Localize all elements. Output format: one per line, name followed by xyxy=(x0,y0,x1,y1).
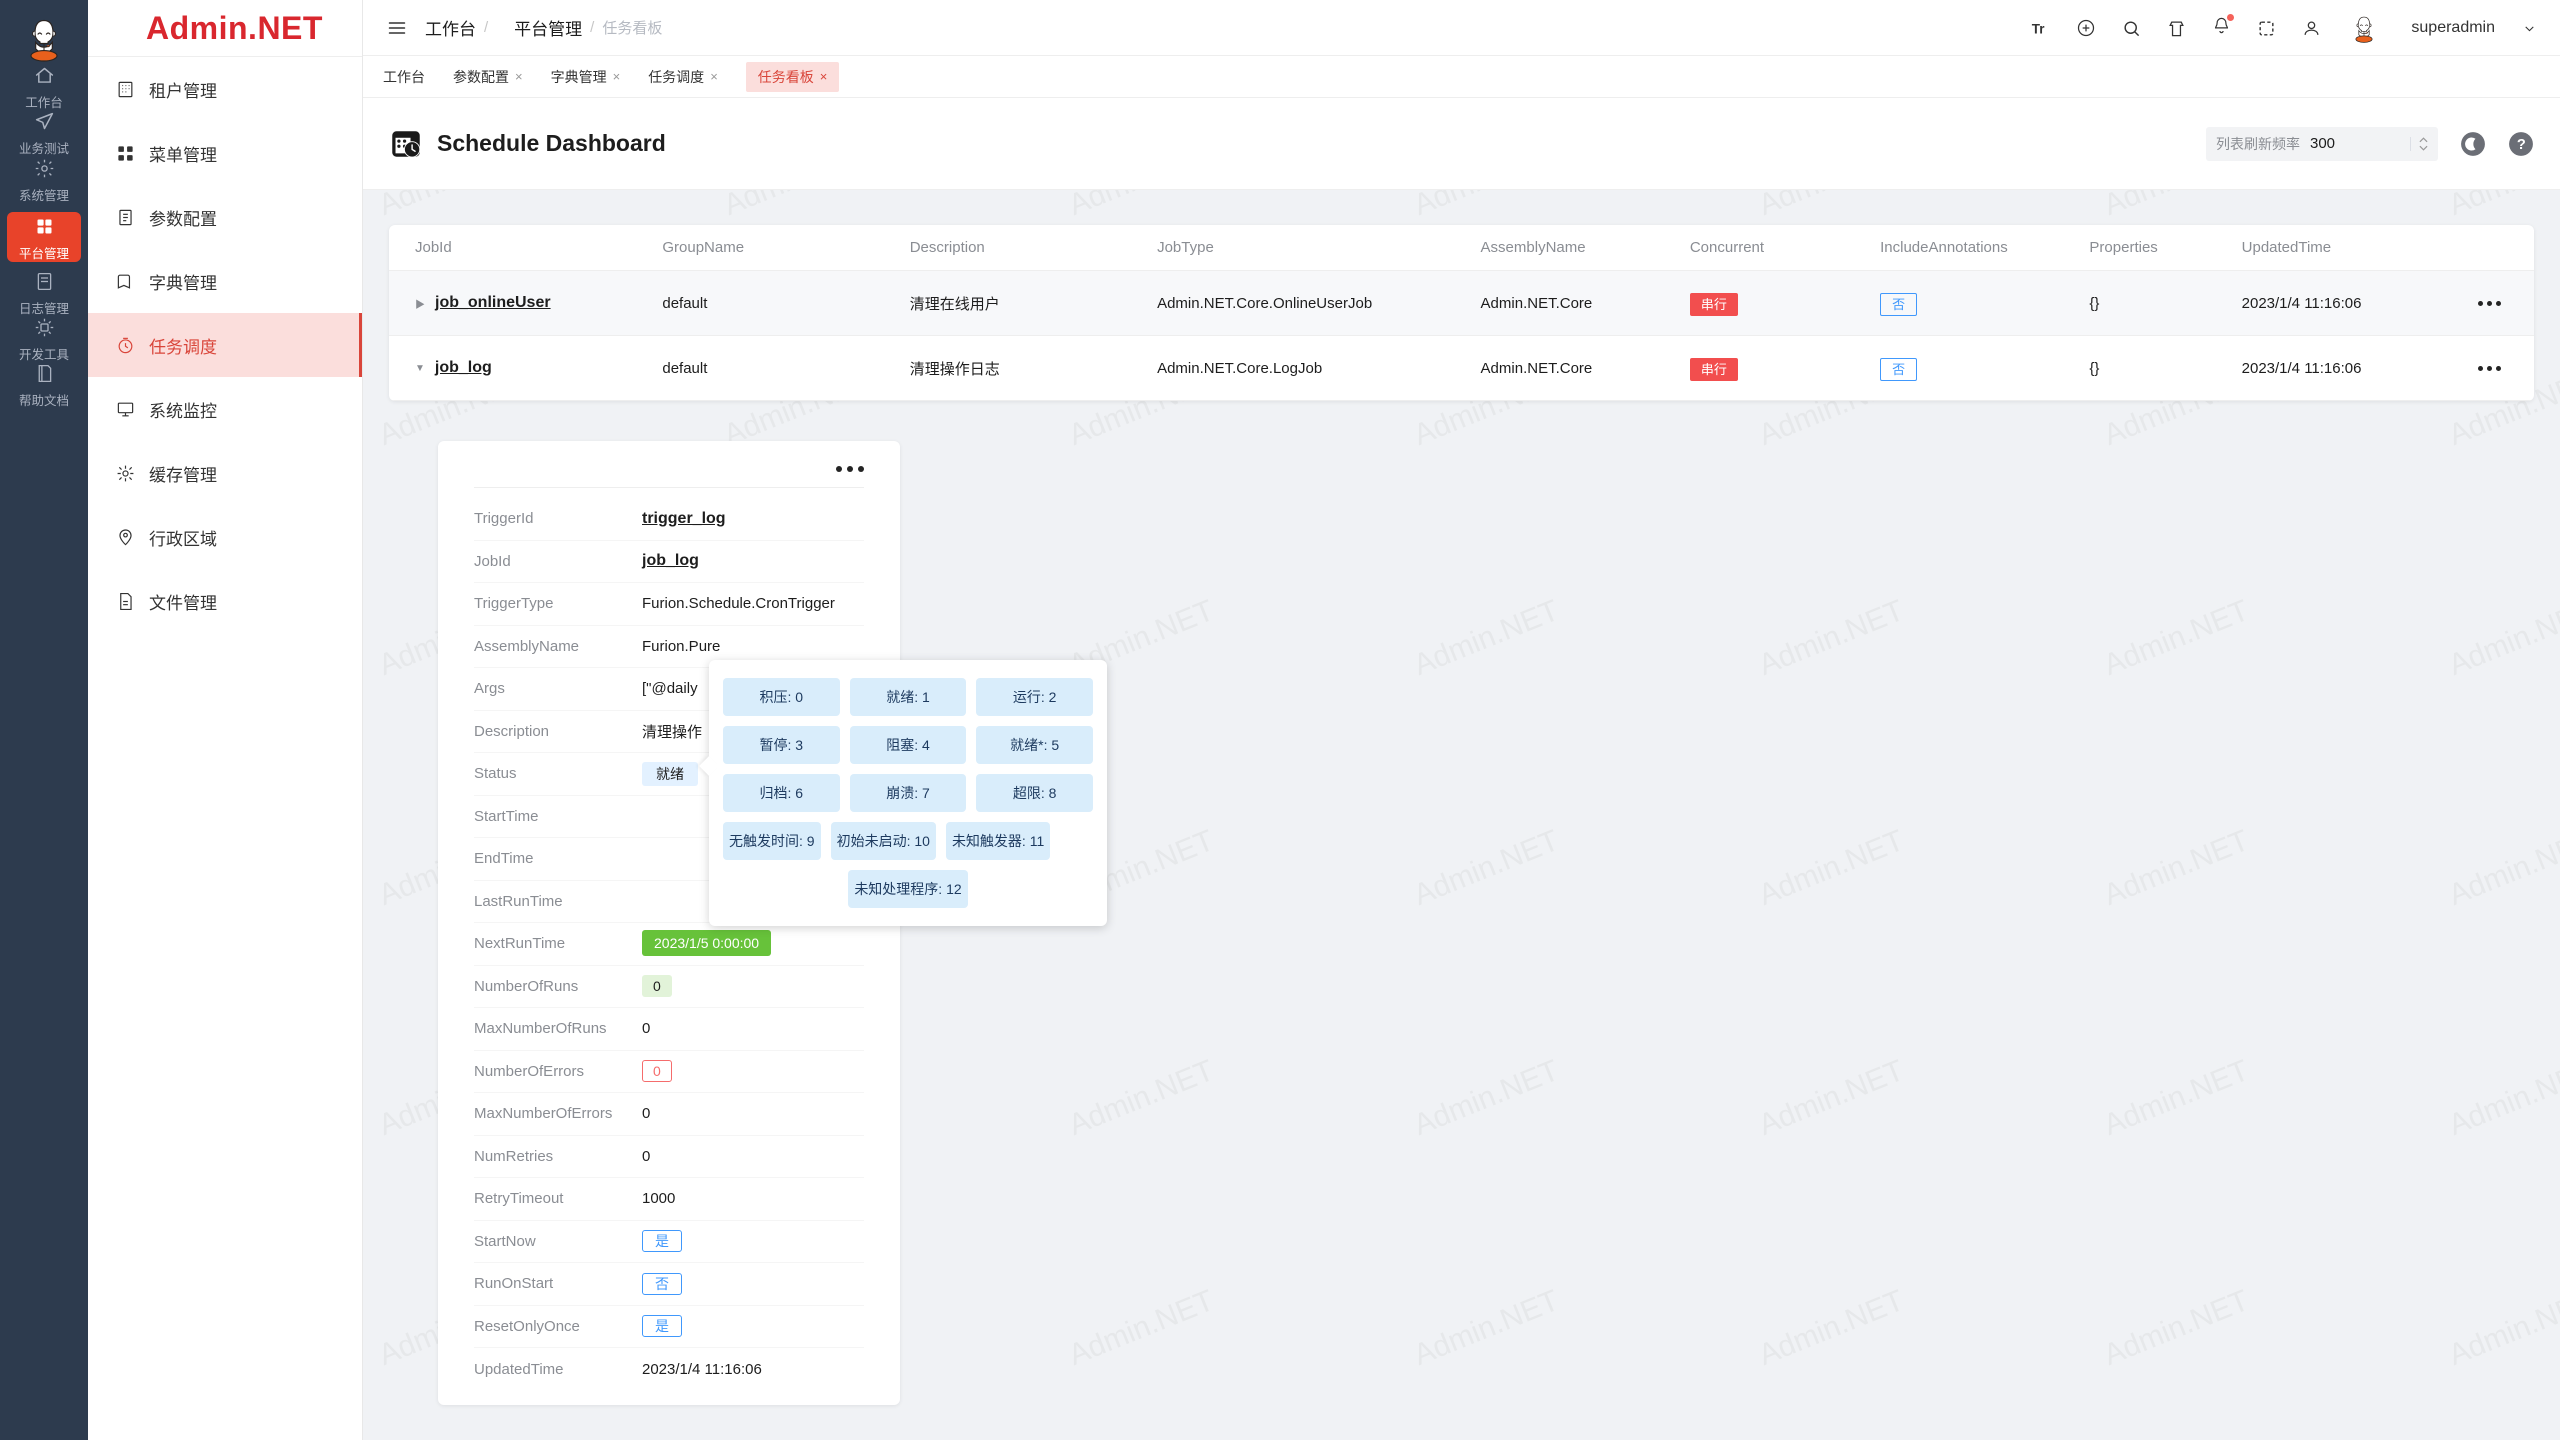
svg-text:?: ? xyxy=(2517,137,2526,153)
svg-text:Tr: Tr xyxy=(2032,21,2045,36)
